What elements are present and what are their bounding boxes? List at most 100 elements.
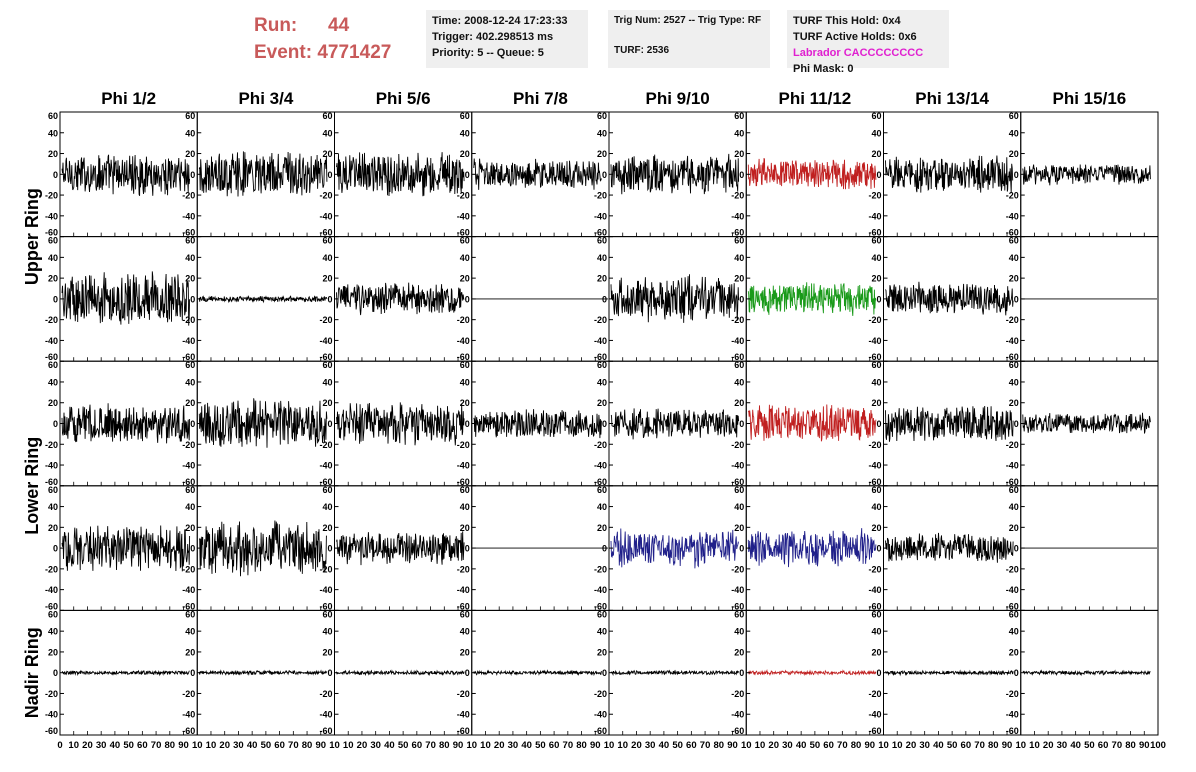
column-header-5: Phi 9/10 xyxy=(645,89,709,108)
ytick-label-r1-c3-1: 40 xyxy=(460,253,470,263)
ytick-label-r3-c0-6: -60 xyxy=(45,601,58,611)
ytick-label-r2-c0-5: -40 xyxy=(45,461,58,471)
xtick-label-c7-2: 30 xyxy=(1057,740,1068,751)
xtick-label-c0-10: 10 xyxy=(192,740,203,751)
ytick-label-r1-c5-4: -20 xyxy=(731,315,744,325)
xtick-label-c1-3: 40 xyxy=(247,740,258,751)
ytick-label-r1-c7-2: 20 xyxy=(1009,274,1019,284)
xtick-label-c7-5: 60 xyxy=(1098,740,1109,751)
xtick-label-c0-3: 30 xyxy=(96,740,107,751)
ytick-label-r0-c0-4: -20 xyxy=(45,191,58,201)
ytick-label-r4-c2-6: -60 xyxy=(319,726,332,736)
ytick-label-r1-c3-0: 60 xyxy=(460,236,470,246)
ytick-label-r4-c3-6: -60 xyxy=(457,726,470,736)
xtick-label-c5-1: 20 xyxy=(768,740,779,751)
run-event-block: Run: 44 Event: 4771427 xyxy=(254,12,391,66)
ytick-label-r1-c4-4: -20 xyxy=(594,315,607,325)
ytick-label-r3-c7-2: 20 xyxy=(1009,523,1019,533)
ytick-label-r0-c7-5: -40 xyxy=(1006,211,1019,221)
waveform-r2-c5 xyxy=(747,404,877,442)
ytick-label-r1-c6-0: 60 xyxy=(871,236,881,246)
trigger-info-box: Trig Num: 2527 -- Trig Type: RF TURF: 25… xyxy=(608,10,770,68)
waveform-r4-c6 xyxy=(885,669,1014,677)
ytick-label-r4-c3-3: 0 xyxy=(465,668,470,678)
ytick-label-r3-c0-0: 60 xyxy=(48,485,58,495)
xtick-label-c6-4: 50 xyxy=(947,740,958,751)
ytick-label-r2-c1-3: 0 xyxy=(190,419,195,429)
ytick-label-r4-c6-0: 60 xyxy=(871,609,881,619)
ytick-label-r0-c3-5: -40 xyxy=(457,211,470,221)
waveform-r2-c2 xyxy=(336,402,465,446)
xtick-label-c0-0: 0 xyxy=(57,740,62,751)
xtick-label-c4-2: 30 xyxy=(645,740,656,751)
ytick-label-r0-c6-0: 60 xyxy=(871,111,881,121)
waveform-r1-c1 xyxy=(198,295,328,304)
ytick-label-r1-c6-5: -40 xyxy=(868,336,881,346)
ytick-label-r3-c2-2: 20 xyxy=(322,523,332,533)
xtick-label-c1-2: 30 xyxy=(233,740,244,751)
ytick-label-r1-c5-6: -60 xyxy=(731,352,744,362)
ytick-label-r0-c6-6: -60 xyxy=(868,228,881,238)
ytick-label-r0-c4-4: -20 xyxy=(594,191,607,201)
xtick-label-c1-5: 60 xyxy=(274,740,285,751)
ytick-label-r0-c1-2: 20 xyxy=(185,149,195,159)
ytick-label-r0-c6-5: -40 xyxy=(868,211,881,221)
ytick-label-r3-c1-5: -40 xyxy=(182,585,195,595)
column-header-3: Phi 5/6 xyxy=(376,89,431,108)
column-header-1: Phi 1/2 xyxy=(101,89,156,108)
xtick-label-c3-4: 50 xyxy=(535,740,546,751)
ytick-label-r4-c3-2: 20 xyxy=(460,647,470,657)
ytick-label-r3-c3-4: -20 xyxy=(457,564,470,574)
ytick-label-r0-c3-3: 0 xyxy=(465,170,470,180)
ytick-label-r3-c2-3: 0 xyxy=(327,544,332,554)
ytick-label-r1-c0-2: 20 xyxy=(48,274,58,284)
ytick-label-r2-c1-2: 20 xyxy=(185,398,195,408)
ytick-label-r1-c1-5: -40 xyxy=(182,336,195,346)
ytick-label-r4-c0-6: -60 xyxy=(45,726,58,736)
ytick-label-r3-c1-6: -60 xyxy=(182,601,195,611)
waveform-r3-c4 xyxy=(610,528,740,569)
xtick-label-c1-0: 10 xyxy=(206,740,217,751)
ytick-label-r0-c2-0: 60 xyxy=(322,111,332,121)
ytick-label-r0-c0-3: 0 xyxy=(53,170,58,180)
xtick-label-c2-3: 40 xyxy=(384,740,395,751)
ytick-label-r2-c1-5: -40 xyxy=(182,461,195,471)
ytick-label-r3-c7-0: 60 xyxy=(1009,485,1019,495)
xtick-label-c5-7: 80 xyxy=(851,740,862,751)
ytick-label-r1-c0-1: 40 xyxy=(48,253,58,263)
ytick-label-r1-c5-5: -40 xyxy=(731,336,744,346)
ytick-label-r0-c5-2: 20 xyxy=(734,149,744,159)
ytick-label-r2-c2-3: 0 xyxy=(327,419,332,429)
ytick-label-r2-c7-2: 20 xyxy=(1009,398,1019,408)
ytick-label-r4-c2-2: 20 xyxy=(322,647,332,657)
ytick-label-r3-c6-6: -60 xyxy=(868,601,881,611)
waveform-r0-c7 xyxy=(1022,164,1151,186)
ytick-label-r4-c7-4: -20 xyxy=(1006,689,1019,699)
event-line: Event: 4771427 xyxy=(254,39,391,66)
ytick-label-r4-c1-6: -60 xyxy=(182,726,195,736)
xtick-label-c6-0: 10 xyxy=(892,740,903,751)
ytick-label-r2-c4-4: -20 xyxy=(594,440,607,450)
ytick-label-r4-c6-2: 20 xyxy=(871,647,881,657)
ytick-label-r4-c1-4: -20 xyxy=(182,689,195,699)
time-text: Time: 2008-12-24 17:23:33 xyxy=(432,15,568,27)
ytick-label-r4-c7-6: -60 xyxy=(1006,726,1019,736)
ytick-label-r3-c7-4: -20 xyxy=(1006,564,1019,574)
ytick-label-r0-c0-1: 40 xyxy=(48,128,58,138)
waveform-r2-c7 xyxy=(1022,412,1151,434)
ytick-label-r3-c6-2: 20 xyxy=(871,523,881,533)
turf-hold-text: TURF This Hold: 0x4 xyxy=(793,15,901,27)
ytick-label-r0-c2-3: 0 xyxy=(327,170,332,180)
waveform-r1-c0 xyxy=(61,271,191,326)
ytick-label-r4-c7-2: 20 xyxy=(1009,647,1019,657)
ytick-label-r0-c5-1: 40 xyxy=(734,128,744,138)
ytick-label-r3-c6-4: -20 xyxy=(868,564,881,574)
ytick-label-r4-c6-5: -40 xyxy=(868,710,881,720)
waveform-r3-c6 xyxy=(885,532,1014,563)
xtick-label-c4-0: 10 xyxy=(617,740,628,751)
ytick-label-r2-c2-1: 40 xyxy=(322,377,332,387)
waveform-r4-c7 xyxy=(1022,669,1151,677)
ytick-label-r2-c7-0: 60 xyxy=(1009,360,1019,370)
ytick-label-r2-c7-6: -60 xyxy=(1006,477,1019,487)
ytick-label-r4-c5-3: 0 xyxy=(739,668,744,678)
